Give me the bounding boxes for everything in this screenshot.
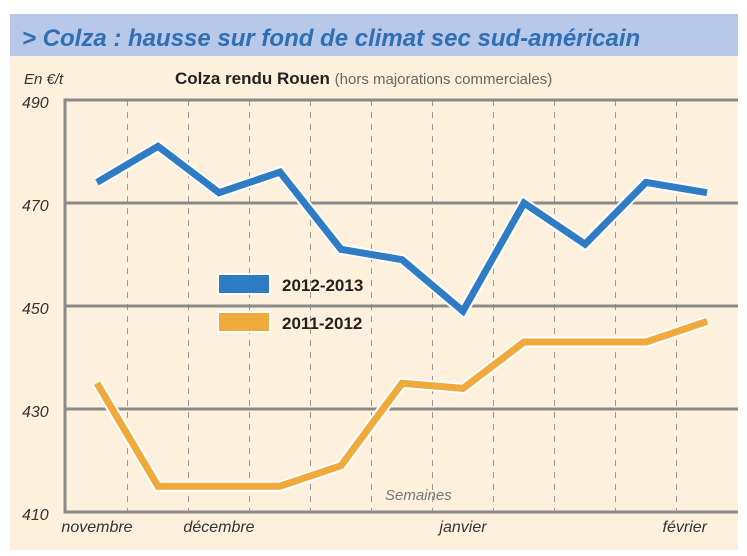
y-tick-label: 470 — [22, 198, 49, 215]
chart-title: Colza rendu Rouen (hors majorations comm… — [175, 69, 552, 88]
panel-background — [10, 14, 738, 550]
legend-swatch — [217, 273, 271, 295]
x-tick-label: février — [663, 519, 708, 536]
chart-title-main: Colza rendu Rouen — [175, 69, 330, 88]
title-bar — [10, 14, 738, 56]
chart-subtitle: (hors majorations commerciales) — [335, 71, 553, 88]
y-tick-label: 410 — [22, 507, 49, 524]
y-tick-label: 430 — [22, 404, 49, 421]
axis-frame — [63, 98, 738, 514]
header-title: > Colza : hausse sur fond de climat sec … — [22, 25, 640, 52]
x-axis-label: Semaines — [385, 487, 452, 504]
x-tick-label: décembre — [183, 519, 254, 536]
y-tick-label: 450 — [22, 301, 49, 318]
legend-label: 2011-2012 — [282, 314, 362, 333]
x-tick-label: novembre — [61, 519, 132, 536]
y-tick-label: 490 — [22, 95, 49, 112]
x-tick-label: janvier — [437, 519, 487, 536]
legend-label: 2012-2013 — [282, 276, 363, 295]
y-unit-label: En €/t — [24, 71, 64, 88]
legend-swatch — [217, 311, 271, 333]
